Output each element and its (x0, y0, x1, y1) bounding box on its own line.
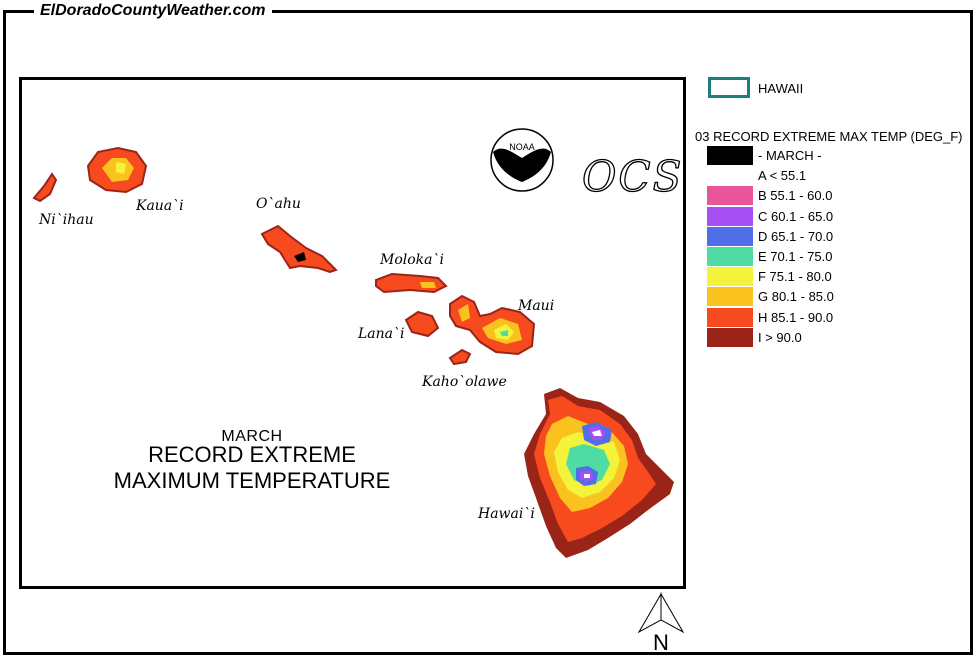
island-molokai (375, 272, 448, 294)
island-kahoolawe (448, 348, 472, 366)
label-kahoolawe: Kaho`olawe (422, 374, 507, 390)
legend-label: B 55.1 - 60.0 (758, 188, 833, 204)
legend-swatch (707, 166, 753, 186)
island-kauai (86, 146, 148, 194)
map-title-line2: MAXIMUM TEMPERATURE (113, 468, 391, 493)
legend-swatch (707, 287, 753, 307)
north-label: N (653, 630, 669, 654)
label-oahu: O`ahu (256, 196, 301, 212)
page-frame (3, 10, 973, 655)
legend-region-swatch (708, 77, 750, 98)
legend-title: 03 RECORD EXTREME MAX TEMP (DEG_F) (695, 129, 963, 144)
legend-label: G 80.1 - 85.0 (758, 289, 834, 305)
noaa-logo-text: NOAA (509, 142, 535, 152)
ocs-logo: OCS (581, 151, 684, 201)
island-maui (449, 294, 536, 356)
map-title-line1: RECORD EXTREME (148, 442, 356, 467)
legend-region-label: HAWAII (758, 81, 804, 96)
legend-swatch (707, 146, 753, 165)
label-lanai: Lana`i (358, 326, 405, 342)
label-niihau: Ni`ihau (39, 212, 94, 228)
legend-swatch (707, 307, 753, 327)
legend-label: H 85.1 - 90.0 (758, 309, 834, 325)
legend-swatch (707, 226, 753, 246)
map-canvas: NOAA (32, 128, 674, 558)
legend-swatch (707, 206, 753, 226)
map-month: MARCH (221, 428, 283, 445)
legend-swatch (707, 247, 753, 266)
label-kauai: Kaua`i (136, 198, 184, 214)
label-maui: Maui (518, 298, 555, 314)
legend-label: D 65.1 - 70.0 (758, 228, 834, 244)
legend-swatch (707, 267, 753, 287)
legend-label: E 70.1 - 75.0 (758, 249, 833, 264)
legend-label: F 75.1 - 80.0 (758, 269, 832, 285)
map-frame: NOAA Ni`ihau Kaua`i O`ahu Moloka`i Lana`… (19, 77, 686, 589)
site-title[interactable]: ElDoradoCountyWeather.com (34, 2, 272, 20)
label-hawaii: Hawai`i (478, 506, 535, 522)
noaa-logo: NOAA (490, 128, 554, 192)
legend-swatch (707, 186, 753, 206)
legend-label: C 60.1 - 65.0 (758, 208, 834, 224)
legend-label: I > 90.0 (758, 329, 802, 345)
island-lanai (404, 310, 440, 338)
legend-label: - MARCH - (758, 148, 822, 163)
island-hawaii (524, 388, 674, 558)
label-molokai: Moloka`i (380, 252, 444, 268)
legend-swatch (707, 327, 753, 347)
island-niihau (32, 172, 58, 203)
island-oahu (260, 224, 338, 274)
legend-label: A < 55.1 (758, 168, 807, 184)
north-arrow-icon: N (637, 592, 685, 654)
